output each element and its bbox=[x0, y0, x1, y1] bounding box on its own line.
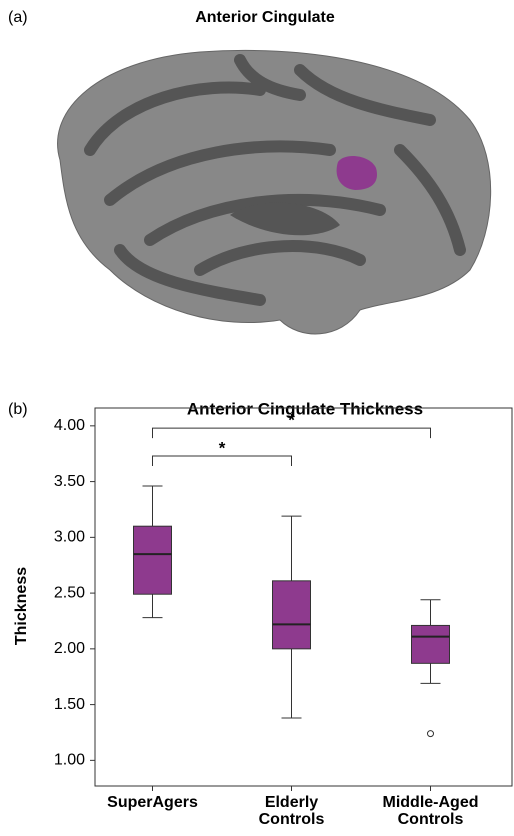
box bbox=[134, 526, 172, 594]
significance-bracket bbox=[153, 428, 431, 438]
chart: (a) Anterior Cingulate (b) Anterior Cing… bbox=[0, 0, 514, 836]
x-tick-label: Elderly Controls bbox=[232, 794, 352, 828]
brain-image bbox=[58, 50, 491, 334]
y-tick-label: 2.50 bbox=[54, 584, 85, 601]
y-tick-label: 4.00 bbox=[54, 417, 85, 434]
significance-bracket bbox=[153, 456, 292, 466]
y-tick-label: 3.50 bbox=[54, 473, 85, 490]
y-tick-label: 2.00 bbox=[54, 640, 85, 657]
panel-label: (a) bbox=[8, 9, 28, 26]
significance-label: * bbox=[219, 438, 226, 457]
outlier bbox=[428, 731, 434, 737]
chart-title: Anterior Cingulate Thickness bbox=[187, 399, 423, 418]
figure: (a) Anterior Cingulate (b) Anterior Cing… bbox=[0, 0, 514, 836]
y-tick-label: 1.00 bbox=[54, 752, 85, 769]
x-tick-label: Middle-Aged Controls bbox=[371, 794, 491, 828]
panel-label: (b) bbox=[8, 401, 28, 418]
y-axis-label: Thickness bbox=[13, 567, 30, 645]
panel-title: Anterior Cingulate bbox=[195, 9, 335, 26]
significance-label: * bbox=[288, 411, 295, 430]
x-tick-label: SuperAgers bbox=[93, 794, 213, 811]
box bbox=[412, 625, 450, 663]
y-tick-label: 3.00 bbox=[54, 529, 85, 546]
y-tick-label: 1.50 bbox=[54, 696, 85, 713]
box bbox=[273, 581, 311, 649]
